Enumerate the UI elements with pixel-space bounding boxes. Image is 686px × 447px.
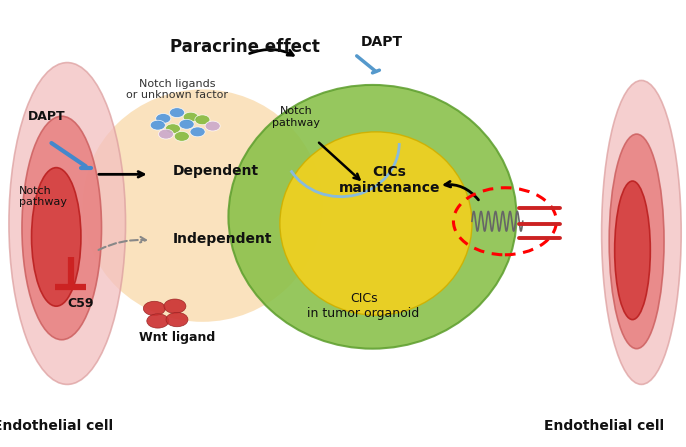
- Text: Endothelial cell: Endothelial cell: [0, 418, 114, 433]
- Circle shape: [205, 121, 220, 131]
- Text: Notch
pathway: Notch pathway: [272, 106, 320, 128]
- Circle shape: [164, 299, 186, 313]
- Ellipse shape: [609, 134, 664, 349]
- Text: Endothelial cell: Endothelial cell: [543, 418, 664, 433]
- Circle shape: [195, 115, 210, 125]
- Text: CICs
in tumor organoid: CICs in tumor organoid: [307, 292, 420, 320]
- Circle shape: [179, 119, 194, 129]
- Circle shape: [174, 131, 189, 141]
- Circle shape: [156, 114, 171, 123]
- Text: Paracrine effect: Paracrine effect: [170, 38, 320, 56]
- Circle shape: [183, 112, 198, 122]
- Circle shape: [165, 124, 180, 134]
- Circle shape: [190, 127, 205, 137]
- Ellipse shape: [602, 80, 681, 384]
- Circle shape: [147, 314, 169, 328]
- Text: Independent: Independent: [173, 232, 272, 246]
- Ellipse shape: [82, 89, 322, 322]
- Ellipse shape: [615, 181, 650, 320]
- Ellipse shape: [228, 85, 517, 349]
- Ellipse shape: [32, 168, 81, 306]
- Text: Notch
pathway: Notch pathway: [19, 186, 67, 207]
- Circle shape: [158, 129, 174, 139]
- Ellipse shape: [280, 132, 472, 315]
- Text: CICs
maintenance: CICs maintenance: [339, 164, 440, 195]
- Circle shape: [169, 108, 185, 118]
- Ellipse shape: [22, 116, 102, 340]
- Ellipse shape: [9, 63, 126, 384]
- Circle shape: [143, 301, 165, 316]
- Circle shape: [150, 120, 165, 130]
- Text: Wnt ligand: Wnt ligand: [139, 331, 215, 344]
- Text: Notch ligands
or unknown factor: Notch ligands or unknown factor: [126, 79, 228, 100]
- Text: DAPT: DAPT: [360, 35, 403, 50]
- Text: Dependent: Dependent: [173, 164, 259, 178]
- Text: C59: C59: [67, 297, 93, 311]
- Circle shape: [166, 312, 188, 327]
- Text: DAPT: DAPT: [27, 110, 65, 123]
